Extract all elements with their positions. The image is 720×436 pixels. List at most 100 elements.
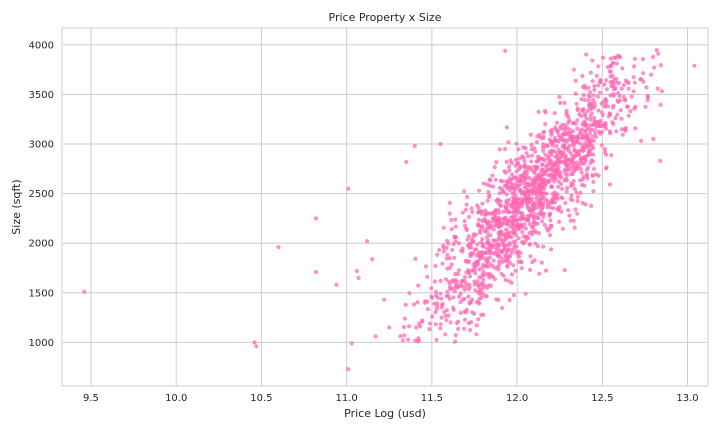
data-point	[573, 207, 578, 212]
data-point	[533, 222, 538, 227]
data-point	[607, 111, 613, 117]
data-point	[532, 146, 537, 151]
data-point	[466, 260, 471, 265]
data-point	[631, 75, 636, 80]
data-point	[562, 168, 567, 173]
data-point	[480, 262, 486, 267]
data-point	[509, 280, 514, 285]
data-point	[497, 147, 502, 152]
data-point	[433, 322, 438, 327]
data-point	[585, 134, 590, 139]
data-point	[433, 263, 438, 269]
data-point	[588, 114, 593, 119]
data-point	[556, 179, 561, 184]
data-point	[453, 333, 458, 338]
data-point	[512, 187, 517, 192]
data-point	[549, 247, 554, 252]
data-point	[555, 157, 561, 162]
data-point	[555, 120, 560, 125]
data-point	[462, 317, 468, 322]
data-point	[502, 232, 507, 237]
data-point	[518, 173, 523, 178]
data-point	[477, 275, 482, 280]
data-point	[485, 198, 490, 203]
data-point	[497, 259, 502, 264]
data-point	[529, 167, 534, 172]
data-point	[563, 155, 568, 160]
data-point	[452, 255, 457, 260]
data-point	[516, 236, 521, 241]
data-point	[509, 172, 515, 177]
data-point	[537, 231, 542, 236]
data-point	[503, 170, 508, 175]
data-point	[528, 267, 533, 272]
data-point	[480, 242, 486, 247]
data-point	[644, 85, 649, 90]
data-point	[510, 176, 516, 181]
data-point	[607, 182, 613, 187]
data-point	[587, 94, 593, 99]
data-point	[562, 100, 567, 106]
data-point	[560, 196, 565, 201]
data-point	[569, 171, 574, 177]
data-point	[549, 132, 554, 137]
data-point	[596, 108, 601, 113]
data-point	[566, 120, 571, 125]
data-point	[583, 158, 588, 163]
data-point	[425, 274, 430, 279]
data-point	[594, 134, 599, 140]
data-point	[560, 144, 565, 149]
data-point	[620, 132, 625, 137]
data-point	[588, 117, 593, 122]
data-point	[515, 161, 520, 166]
data-point	[435, 301, 440, 306]
data-point	[623, 125, 629, 131]
data-point	[602, 104, 607, 109]
data-point	[619, 86, 624, 91]
data-point	[514, 204, 520, 209]
data-point	[549, 166, 554, 171]
data-point	[603, 150, 608, 155]
data-point	[553, 125, 558, 130]
data-point	[586, 143, 591, 148]
data-point	[545, 199, 550, 204]
data-point	[534, 212, 539, 217]
data-point	[611, 61, 616, 66]
data-point	[547, 179, 552, 184]
data-point	[460, 246, 465, 251]
data-point	[549, 199, 554, 205]
data-point	[402, 333, 407, 338]
data-point	[580, 200, 585, 206]
data-point	[549, 140, 554, 145]
data-point	[487, 177, 492, 182]
data-point	[570, 182, 576, 187]
data-point	[632, 80, 638, 85]
data-point	[502, 146, 508, 152]
data-point	[504, 159, 509, 165]
data-point	[551, 162, 556, 167]
data-point	[511, 221, 516, 226]
data-point	[569, 167, 574, 172]
data-point	[585, 108, 590, 114]
data-point	[599, 143, 604, 148]
data-point	[447, 256, 452, 261]
data-point	[575, 198, 580, 204]
data-point	[580, 108, 586, 114]
data-point	[445, 238, 450, 244]
data-point	[643, 104, 648, 109]
data-point	[658, 102, 663, 107]
data-point	[454, 279, 459, 284]
data-point	[420, 319, 425, 324]
x-tick-label: 13.0	[676, 393, 698, 404]
data-point	[592, 100, 597, 105]
data-point	[466, 294, 471, 299]
data-point	[449, 217, 454, 223]
data-point	[513, 239, 518, 244]
data-point	[401, 324, 407, 330]
data-point	[535, 134, 540, 139]
data-point	[522, 159, 527, 164]
data-point	[430, 314, 435, 319]
data-point	[561, 150, 566, 155]
data-point	[486, 264, 491, 269]
y-tick-label: 4000	[29, 40, 54, 51]
